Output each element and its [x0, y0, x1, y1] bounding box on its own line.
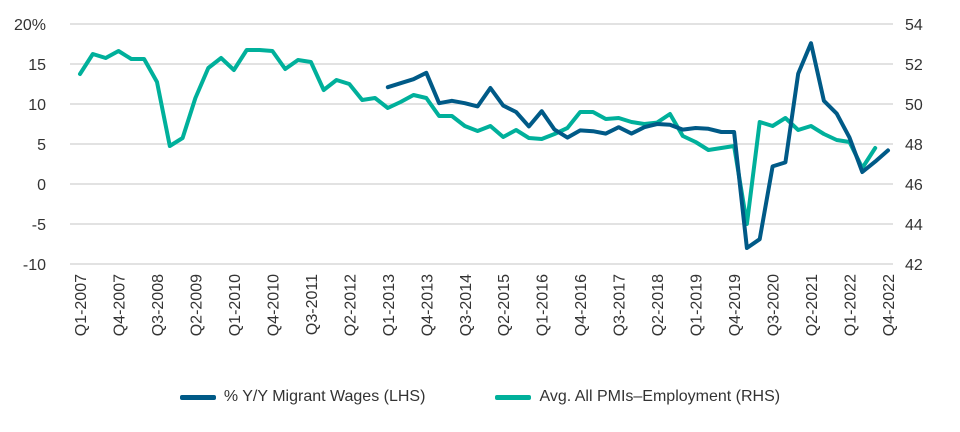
x-tick-label: Q3-2017 [612, 274, 629, 336]
y-left-tick-label: 20% [14, 17, 46, 34]
y-right-tick-label: 48 [905, 137, 923, 154]
x-tick-label: Q2-2012 [342, 274, 359, 336]
x-tick-label: Q1-2022 [843, 274, 860, 336]
x-tick-label: Q4-2022 [881, 274, 898, 336]
y-right-tick-label: 50 [905, 97, 923, 114]
x-tick-label: Q2-2021 [804, 274, 821, 336]
x-tick-label: Q4-2010 [265, 274, 282, 336]
series-line-pmi-employment [78, 48, 878, 226]
x-tick-label: Q1-2013 [381, 274, 398, 336]
y-right-tick-label: 44 [905, 217, 923, 234]
x-tick-label: Q1-2010 [227, 274, 244, 336]
y-left-tick-label: -5 [32, 217, 46, 234]
series-line-migrant-wages [385, 41, 890, 250]
legend-label-migrant-wages: % Y/Y Migrant Wages (LHS) [223, 388, 426, 405]
y-left-tick-label: 10 [28, 97, 46, 114]
x-tick-label: Q2-2015 [496, 274, 513, 336]
x-tick-label: Q2-2009 [188, 274, 205, 336]
y-left-tick-label: 0 [37, 177, 46, 194]
x-tick-label: Q1-2016 [535, 274, 552, 336]
y-left-tick-label: 15 [28, 57, 46, 74]
y-right-tick-label: 42 [905, 257, 923, 274]
x-tick-label: Q3-2011 [304, 274, 321, 335]
x-tick-label: Q4-2013 [419, 274, 436, 336]
x-tick-label: Q3-2008 [150, 274, 167, 336]
x-tick-label: Q4-2007 [111, 274, 128, 336]
x-tick-label: Q1-2019 [689, 274, 706, 336]
x-tick-label: Q3-2020 [766, 274, 783, 336]
legend: % Y/Y Migrant Wages (LHS) Avg. All PMIs–… [0, 388, 960, 406]
legend-item-migrant-wages: % Y/Y Migrant Wages (LHS) [179, 388, 426, 406]
y-right-tick-label: 52 [905, 57, 923, 74]
x-tick-label: Q4-2016 [573, 274, 590, 336]
legend-item-pmi-employment: Avg. All PMIs–Employment (RHS) [495, 388, 780, 406]
y-left-tick-label: -10 [23, 257, 46, 274]
y-right-tick-label: 54 [905, 17, 923, 34]
legend-label-pmi-employment: Avg. All PMIs–Employment (RHS) [539, 388, 781, 405]
legend-swatch-pmi-employment [495, 394, 532, 400]
x-tick-label: Q3-2014 [458, 274, 475, 336]
x-tick-label: Q1-2007 [73, 274, 90, 336]
y-right-tick-label: 46 [905, 177, 923, 194]
legend-swatch-migrant-wages [179, 394, 216, 400]
x-tick-label: Q4-2019 [727, 274, 744, 336]
y-left-tick-label: 5 [37, 137, 46, 154]
x-tick-label: Q2-2018 [650, 274, 667, 336]
